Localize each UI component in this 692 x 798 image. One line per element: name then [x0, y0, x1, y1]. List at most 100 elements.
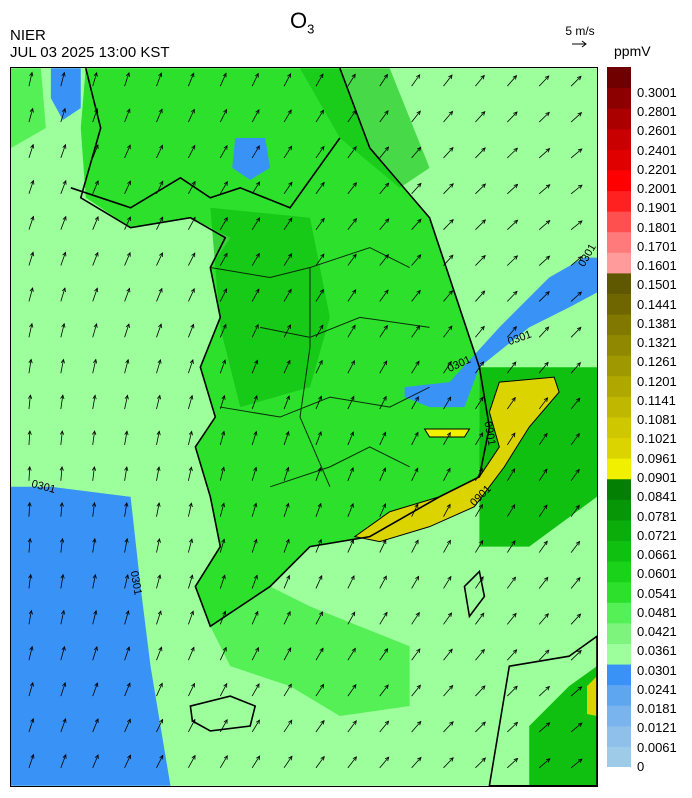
wind-arrow-icon [219, 144, 228, 159]
legend-label: 0.0361 [637, 643, 677, 659]
wind-arrow-icon [475, 721, 486, 733]
wind-arrow-icon [411, 503, 419, 517]
legend-swatches [607, 67, 631, 767]
wind-arrow-icon [506, 540, 516, 553]
wind-arrow-icon [60, 681, 67, 697]
wind-arrow-icon [475, 539, 484, 553]
wind-arrow-icon [506, 504, 516, 517]
wind-arrow-icon [315, 109, 325, 123]
wind-arrow-icon [315, 755, 325, 769]
wind-arrow-icon [251, 395, 258, 410]
wind-arrow-icon [188, 394, 194, 410]
low-zone-west [11, 486, 171, 786]
wind-arrow-icon [251, 466, 258, 481]
wind-arrow-icon [315, 683, 325, 697]
wind-arrow-icon [475, 432, 484, 446]
wind-arrow-icon [92, 180, 99, 194]
wind-arrow-icon [219, 394, 226, 410]
wind-arrow-icon [92, 609, 98, 625]
province-line-2 [260, 316, 430, 338]
wind-arrow-icon [315, 181, 325, 195]
wind-arrow-icon [28, 717, 35, 733]
legend-label: 0.0961 [637, 450, 677, 466]
wind-arrow-icon [538, 397, 549, 410]
northeast-core [300, 68, 430, 188]
wind-arrow-icon [570, 432, 580, 446]
wind-arrow-icon [347, 73, 356, 87]
wind-arrow-icon [92, 537, 97, 553]
legend-label: 0.1201 [637, 373, 677, 389]
wind-arrow-icon [188, 359, 194, 374]
high-zone-band [353, 376, 560, 543]
wind-arrow-icon [188, 538, 194, 553]
wind-arrow-icon [124, 358, 130, 374]
wind-arrow-icon [411, 254, 422, 266]
wind-arrow-icon [538, 540, 548, 553]
wind-arrow-icon [219, 180, 228, 194]
wind-arrow-icon [156, 180, 164, 194]
wind-arrow-icon [538, 75, 550, 87]
legend-label: 0 [637, 759, 645, 774]
wind-arrow-icon [219, 466, 225, 481]
wind-arrow-icon [188, 502, 193, 517]
wind-arrow-icon [28, 107, 34, 123]
wind-arrow-icon [443, 254, 454, 266]
wind-arrow-icon [379, 395, 387, 410]
wind-arrow-icon [60, 358, 65, 374]
wind-arrow-icon [347, 756, 357, 769]
wind-arrow-icon [538, 613, 549, 625]
wind-arrow-icon [443, 684, 454, 697]
wind-arrow-icon [315, 431, 322, 446]
wind-arrow-icon [411, 325, 421, 338]
wind-arrow-icon [251, 502, 258, 517]
wind-arrow-icon [347, 575, 355, 589]
wind-arrow-icon [219, 574, 226, 589]
legend-swatch [607, 355, 631, 377]
wind-arrow-icon [475, 612, 485, 625]
wind-arrow-icon [507, 183, 519, 195]
wind-arrow-icon [570, 649, 582, 661]
legend-swatch [607, 705, 631, 727]
wind-arrow-icon [27, 465, 32, 481]
wind-arrow-icon [156, 108, 163, 123]
legend-label: 0.2001 [637, 181, 677, 197]
wind-arrow-icon [156, 323, 163, 338]
wind-arrow-icon [188, 323, 195, 338]
wind-arrow-icon [475, 396, 484, 410]
wind-arrow-icon [443, 183, 454, 195]
color-legend [607, 67, 631, 767]
legend-swatch [607, 458, 631, 480]
wind-arrow-icon [60, 573, 65, 589]
wind-arrow-icon [315, 538, 322, 553]
legend-label: 0.0901 [637, 470, 677, 486]
legend-swatch [607, 149, 631, 171]
wind-arrow-icon [570, 468, 580, 482]
wind-arrow-icon [59, 430, 64, 445]
wind-arrow-icon [347, 182, 357, 195]
wind-arrow-icon [411, 539, 419, 553]
wind-arrow-icon [411, 289, 421, 302]
wind-arrow-icon [283, 647, 292, 661]
wind-arrow-icon [124, 323, 130, 338]
wind-arrow-icon [347, 109, 357, 123]
wind-arrow-icon [60, 287, 66, 302]
legend-label: 0.0781 [637, 508, 677, 524]
wind-arrow-icon [283, 288, 292, 302]
wind-arrow-icon [92, 251, 99, 266]
wind-arrow-icon [475, 219, 487, 230]
wind-arrow-icon [251, 181, 261, 195]
wind-arrow-icon [411, 146, 422, 159]
wind-arrow-icon [411, 467, 419, 481]
wind-arrow-icon [411, 396, 419, 410]
wind-arrow-icon [347, 289, 357, 302]
wind-arrow-icon [92, 358, 98, 374]
wind-arrow-icon [124, 573, 129, 589]
wind-arrow-icon [156, 252, 163, 266]
wind-arrow-icon [188, 252, 196, 266]
legend-label: 0.0661 [637, 547, 677, 563]
wind-arrow-icon [283, 755, 293, 769]
wind-arrow-icon [156, 466, 161, 481]
wind-arrow-icon [443, 218, 454, 230]
wind-arrow-icon [379, 218, 390, 230]
wind-arrow-icon [475, 648, 485, 661]
